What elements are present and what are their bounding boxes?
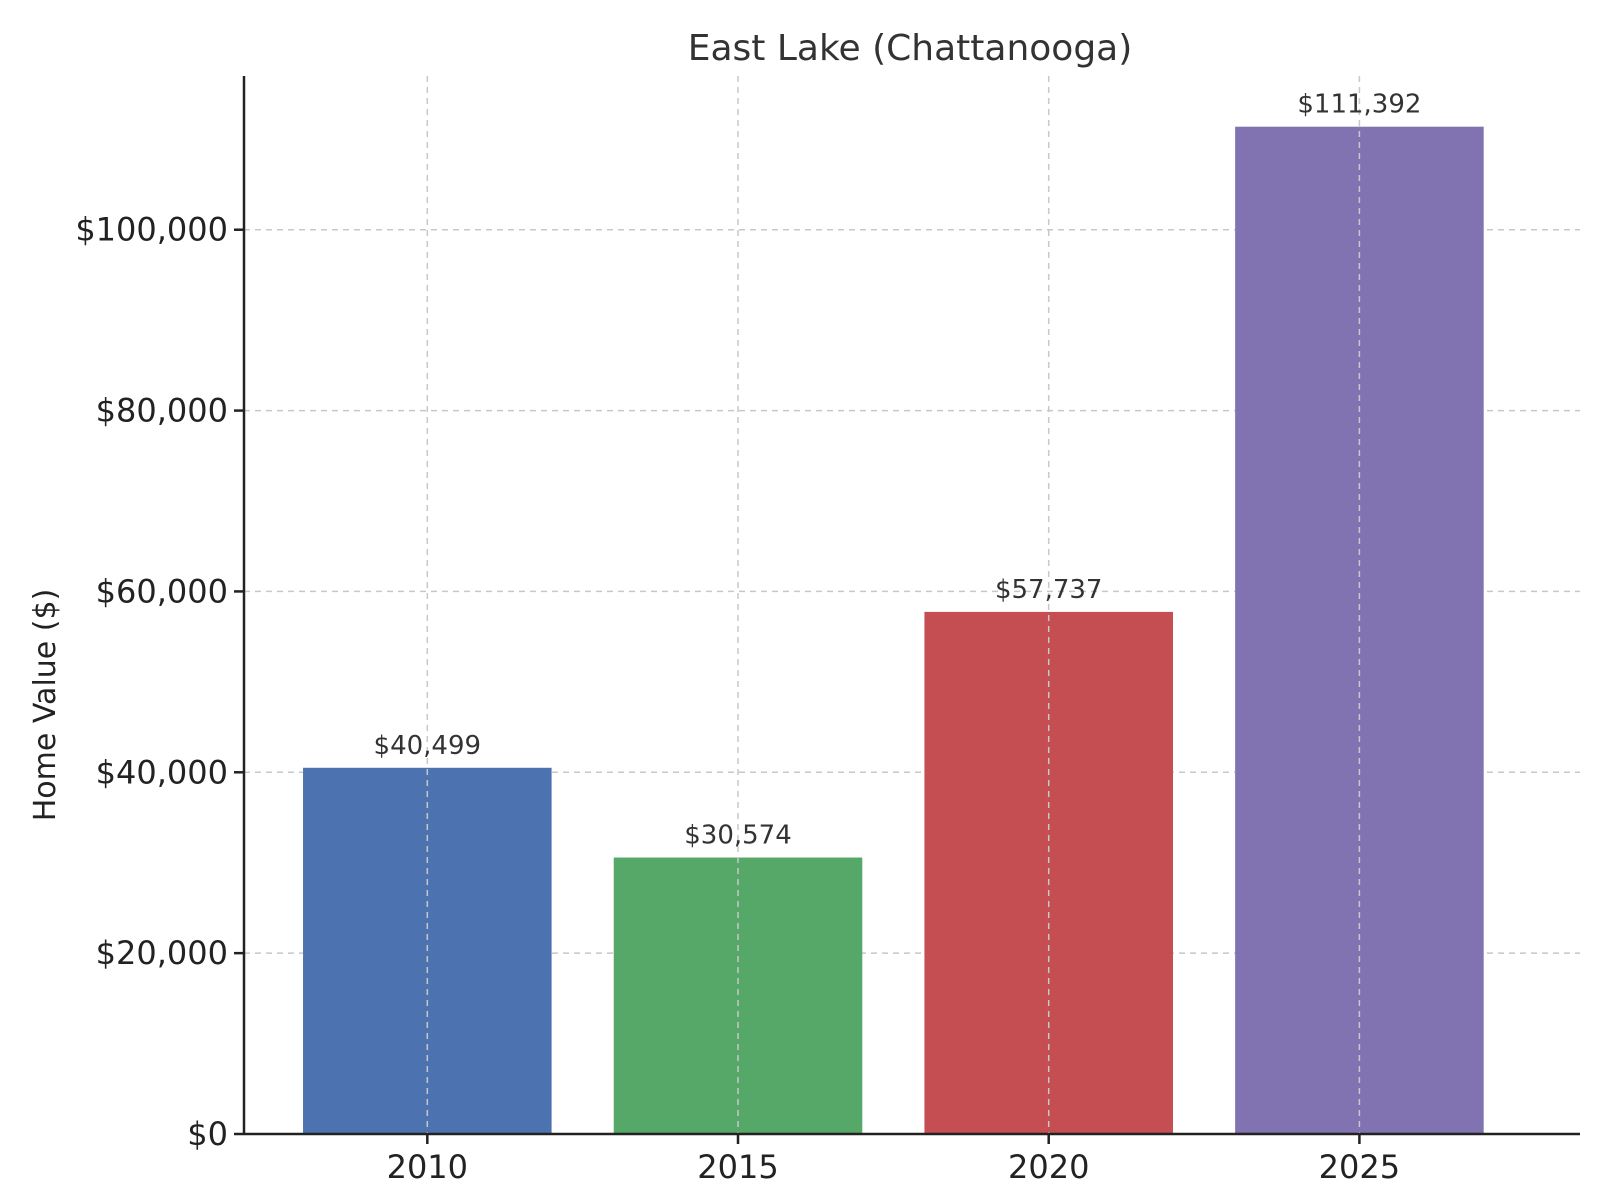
- y-tick-label: $60,000: [96, 572, 228, 610]
- y-tick-label: $40,000: [96, 753, 228, 791]
- x-tick-label: 2025: [1319, 1148, 1400, 1186]
- bars-layer: [303, 126, 1484, 1134]
- bar-value-label: $40,499: [374, 731, 482, 761]
- x-tick-label: 2010: [387, 1148, 468, 1186]
- y-tick-label: $0: [187, 1115, 228, 1153]
- y-axis-label: Home Value ($): [28, 589, 63, 822]
- x-tick-label: 2020: [1008, 1148, 1089, 1186]
- axes-layer: [234, 76, 1580, 1144]
- labels-layer: $0 $20,000 $40,000 $60,000 $80,000 $100,000 $4…: [75, 90, 1421, 1186]
- bar-value-label: $57,737: [995, 575, 1103, 605]
- y-tick-label: $20,000: [96, 934, 228, 972]
- y-tick-label: $100,000: [75, 211, 228, 249]
- bar-value-label: $30,574: [684, 821, 792, 851]
- bar-value-label: $111,392: [1297, 90, 1421, 120]
- x-tick-label: 2015: [697, 1148, 778, 1186]
- chart-title: East Lake (Chattanooga): [688, 28, 1133, 69]
- y-tick-label: $80,000: [96, 392, 228, 430]
